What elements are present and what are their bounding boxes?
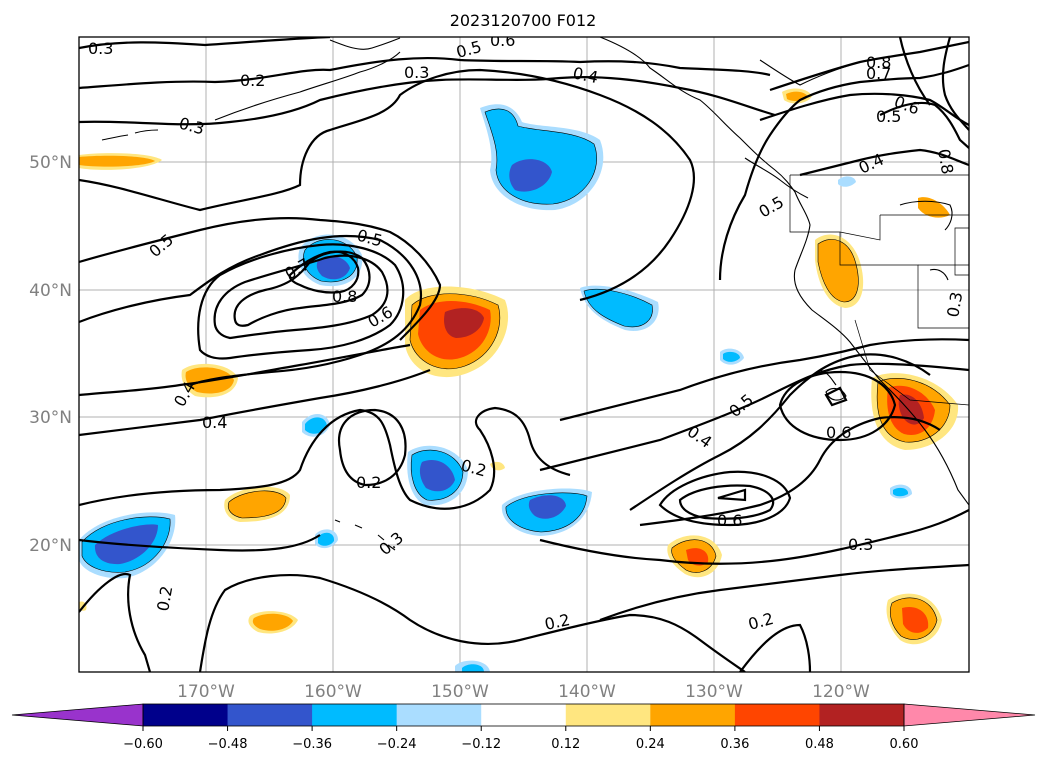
colorbar-segment bbox=[396, 704, 482, 726]
contour-label: 0.4 bbox=[571, 63, 600, 87]
colorbar-ticks: −0.60 −0.48 −0.36 −0.24 −0.12 0.12 0.24 0.36 0.4… bbox=[123, 726, 918, 752]
contour-label: 0.4 bbox=[202, 413, 227, 432]
colorbar-extend-high bbox=[904, 704, 1035, 726]
map-title: 2023120700 F012 bbox=[450, 11, 597, 30]
map-frame bbox=[78, 36, 970, 673]
contour-label: 0.8 bbox=[866, 53, 891, 72]
contour-label: 0.6 bbox=[490, 31, 515, 50]
colorbar-tick-label: 0.60 bbox=[890, 737, 919, 752]
anomaly-outlines bbox=[81, 108, 951, 640]
lat-label: 40°N bbox=[29, 281, 72, 301]
negative-anomaly-small bbox=[302, 176, 912, 672]
colorbar-tick-label: −0.36 bbox=[292, 737, 332, 752]
lon-label: 120°W bbox=[812, 682, 870, 702]
colorbar-right-arrow-outline bbox=[903, 703, 1036, 727]
colorbar-extend-low bbox=[12, 704, 143, 726]
colorbar-tick-label: −0.24 bbox=[377, 737, 417, 752]
contour-lines bbox=[79, 37, 969, 672]
contour-label: 0.3 bbox=[848, 535, 873, 554]
lon-label: 150°W bbox=[431, 682, 489, 702]
contour-label: 0.8 bbox=[934, 147, 957, 175]
lon-label: 140°W bbox=[558, 682, 616, 702]
contour-label: 0.3 bbox=[943, 290, 966, 318]
contour-label: 0.2 bbox=[356, 473, 381, 492]
contour-label: 0.2 bbox=[153, 584, 176, 612]
positive-anomaly-124w-40n bbox=[815, 234, 864, 308]
longitude-labels: 170°W 160°W 150°W 140°W 130°W 120°W bbox=[177, 682, 870, 702]
colorbar-segments bbox=[12, 704, 1035, 726]
latitude-labels: 50°N 40°N 30°N 20°N bbox=[29, 153, 72, 556]
colorbar-segment bbox=[481, 704, 567, 726]
colorbar-tick-label: 0.36 bbox=[720, 737, 749, 752]
colorbar-segment bbox=[227, 704, 313, 726]
lat-label: 50°N bbox=[29, 153, 72, 173]
colorbar-tick-label: 0.48 bbox=[805, 737, 834, 752]
contour-label: 0.2 bbox=[543, 610, 572, 634]
colorbar-tick-label: −0.60 bbox=[123, 737, 163, 752]
negative-anomaly-148w-25n bbox=[407, 445, 468, 506]
contour-labels: 0.3 0.2 0.3 0.5 0.6 0.3 0.4 0.8 0.7 0.6 … bbox=[88, 31, 966, 634]
colorbar-segment bbox=[819, 704, 905, 726]
contour-label: 0.8 bbox=[332, 287, 357, 306]
lat-label: 30°N bbox=[29, 408, 72, 428]
colorbar-tick-label: −0.12 bbox=[461, 737, 501, 752]
positive-anomaly-150w-37n bbox=[405, 286, 509, 378]
contour-label: 0.5 bbox=[876, 107, 901, 126]
colorbar-tick-label: 0.24 bbox=[636, 737, 665, 752]
colorbar: −0.60 −0.48 −0.36 −0.24 −0.12 0.12 0.24 0.36 0.4… bbox=[11, 703, 1036, 752]
negative-anomaly-160w-41n bbox=[298, 234, 363, 287]
lon-label: 130°W bbox=[685, 682, 743, 702]
contour-label: 0.6 bbox=[717, 511, 742, 530]
positive-anomaly-114w-13n bbox=[886, 593, 942, 645]
lat-label: 20°N bbox=[29, 536, 72, 556]
colorbar-tick-label: −0.48 bbox=[208, 737, 248, 752]
colorbar-tick-label: 0.12 bbox=[551, 737, 580, 752]
lon-label: 160°W bbox=[304, 682, 362, 702]
contour-label: 0.3 bbox=[404, 63, 429, 82]
colorbar-segment bbox=[143, 704, 229, 726]
contour-label: 0.7 bbox=[866, 64, 891, 83]
negative-anomaly-140w-38n bbox=[580, 285, 659, 331]
colorbar-segment bbox=[734, 704, 820, 726]
colorbar-segment bbox=[565, 704, 651, 726]
colorbar-segment bbox=[650, 704, 736, 726]
colorbar-segment bbox=[312, 704, 398, 726]
political-borders bbox=[789, 174, 969, 406]
coastlines bbox=[101, 37, 969, 551]
contour-label: 0.2 bbox=[240, 71, 265, 90]
contour-label: 0.3 bbox=[88, 39, 113, 58]
negative-anomaly-145w-49n bbox=[480, 104, 604, 211]
lon-label: 170°W bbox=[177, 682, 235, 702]
contour-label: 0.6 bbox=[826, 423, 851, 442]
